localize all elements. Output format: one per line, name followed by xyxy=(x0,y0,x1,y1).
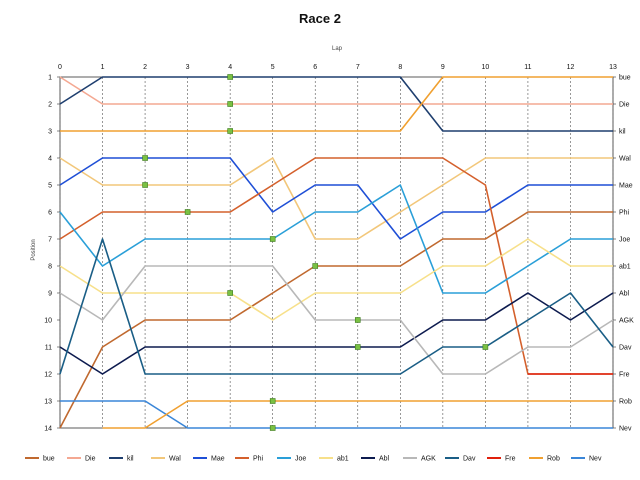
series-line-die xyxy=(59,76,613,105)
end-label: Rob xyxy=(619,399,632,406)
legend-label: Phi xyxy=(253,456,264,463)
lap-marker xyxy=(482,344,489,350)
legend-label: Rob xyxy=(547,456,560,463)
y-tick-label: 4 xyxy=(48,156,52,163)
legend: bue Die kil Wal Mae Phi Joe ab1 Abl AGK Dav Fre Rob N… xyxy=(25,456,602,463)
x-tick-label: 6 xyxy=(313,64,317,71)
y-tick-label: 1 xyxy=(48,75,52,82)
series-line-abl xyxy=(59,292,614,375)
legend-label: AGK xyxy=(421,456,436,463)
x-tick-labels: 0 1 2 3 4 5 6 7 8 9 10 11 12 13 xyxy=(58,64,617,71)
legend-label: bue xyxy=(43,456,55,463)
lap-marker xyxy=(184,209,191,215)
lap-marker xyxy=(142,155,148,161)
lap-marker xyxy=(227,101,233,107)
series-line-joe xyxy=(59,184,613,294)
y-tick-label: 14 xyxy=(44,426,52,433)
x-tick-label: 0 xyxy=(58,64,62,71)
x-tick-label: 2 xyxy=(143,64,147,71)
end-label: Dav xyxy=(619,345,632,352)
x-tick-label: 11 xyxy=(524,64,531,71)
end-label: kil xyxy=(619,129,626,136)
end-labels: bue Die kil Wal Mae Phi Joe ab1 Abl AGK Dav Fre Rob N… xyxy=(619,75,634,433)
y-tick-label: 3 xyxy=(48,129,52,136)
x-axis-label: Lap xyxy=(332,46,343,52)
end-label: Wal xyxy=(619,156,631,163)
end-label: ab1 xyxy=(619,264,631,271)
y-tick-label: 8 xyxy=(48,264,52,271)
lap-marker xyxy=(354,344,361,350)
series-line-rob xyxy=(60,76,613,132)
series-line-mae xyxy=(59,157,613,240)
lap-marker xyxy=(269,236,276,242)
legend-label: kil xyxy=(127,456,134,463)
y-tick-label: 13 xyxy=(44,399,52,406)
lap-marker xyxy=(227,128,233,134)
plot-border xyxy=(59,76,614,429)
lap-marker xyxy=(354,317,361,323)
end-label: Fre xyxy=(619,372,630,379)
series-line-rob2 xyxy=(102,400,613,429)
gridlines xyxy=(59,76,614,429)
chart-title: Race 2 xyxy=(299,11,341,26)
y-tick-label: 6 xyxy=(48,210,52,217)
end-label: Phi xyxy=(619,210,630,217)
y-tick-label: 11 xyxy=(45,345,52,352)
y-tick-label: 9 xyxy=(48,291,52,298)
lap-marker xyxy=(142,182,148,188)
lap-marker xyxy=(227,290,233,296)
end-label: Abl xyxy=(619,291,630,298)
y-tick-label: 7 xyxy=(48,237,52,244)
series-lines xyxy=(59,76,614,429)
x-tick-label: 8 xyxy=(398,64,402,71)
legend-label: Nev xyxy=(589,456,602,463)
x-tick-label: 3 xyxy=(186,64,190,71)
series-line-phi xyxy=(59,157,613,375)
x-tick-label: 9 xyxy=(441,64,445,71)
y-tick-label: 10 xyxy=(44,318,52,325)
legend-label: Die xyxy=(85,456,96,463)
end-label: bue xyxy=(619,75,631,82)
end-label: Joe xyxy=(619,237,630,244)
legend-label: Wal xyxy=(169,456,181,463)
legend-label: ab1 xyxy=(337,456,349,463)
lap-marker xyxy=(227,74,233,80)
x-tick-label: 7 xyxy=(356,64,360,71)
legend-label: Dav xyxy=(463,456,476,463)
series-line-kil xyxy=(59,76,613,132)
y-tick-label: 5 xyxy=(48,183,52,190)
series-line-ab1 xyxy=(59,238,613,321)
legend-label: Joe xyxy=(295,456,306,463)
lap-marker xyxy=(269,425,276,431)
series-line-agk xyxy=(59,265,614,375)
series-line-bue xyxy=(59,211,613,429)
legend-label: Fre xyxy=(505,456,516,463)
series-line-wal xyxy=(59,157,613,240)
lap-marker xyxy=(312,263,319,269)
legend-label: Mae xyxy=(211,456,225,463)
y-tick-label: 2 xyxy=(48,102,52,109)
x-tick-label: 1 xyxy=(101,64,105,71)
lap-markers xyxy=(142,74,489,431)
x-tick-label: 10 xyxy=(481,64,489,71)
end-label: Mae xyxy=(619,183,633,190)
x-tick-label: 13 xyxy=(609,64,617,71)
lap-marker xyxy=(269,398,276,404)
legend-label: Abl xyxy=(379,456,390,463)
series-line-dav xyxy=(59,238,614,375)
y-tick-label: 12 xyxy=(44,372,52,379)
x-tick-label: 12 xyxy=(567,64,575,71)
y-axis-label: Position xyxy=(31,239,37,260)
x-tick-label: 4 xyxy=(228,64,232,71)
end-label: AGK xyxy=(619,318,634,325)
end-label: Die xyxy=(619,102,630,109)
end-label: Nev xyxy=(619,426,632,433)
x-tick-label: 5 xyxy=(271,64,275,71)
series-line-nev xyxy=(60,400,613,429)
